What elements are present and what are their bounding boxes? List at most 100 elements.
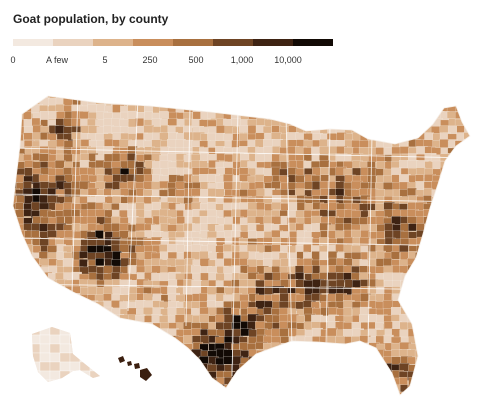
county-cell [183,391,195,395]
county-cell [16,392,29,395]
county-cell [96,336,107,346]
county-cell [87,286,98,296]
county-cell [471,224,481,233]
county-cell [143,124,155,133]
county-cell [87,327,99,337]
county-cell [31,201,41,212]
county-cell [24,167,34,177]
county-cell [335,230,346,239]
county-cell [183,376,195,386]
county-cell [375,371,386,381]
alaska [32,327,100,382]
county-cell [471,384,482,394]
county-cell [473,379,484,388]
county-cell [360,111,371,120]
county-cell [167,98,179,107]
county-cell [447,195,458,206]
county-cell [222,105,234,114]
county-cell [351,119,361,130]
county-cell [80,96,90,100]
county-cell [16,385,28,395]
county-cell [88,315,98,325]
county-cell [456,160,468,170]
county-cell [191,378,203,389]
county-cell [13,231,20,242]
county-cell [358,314,369,323]
alaska-cell [39,352,51,363]
county-cell [407,300,420,309]
county-cell [415,328,427,337]
county-cell [72,335,85,346]
legend-swatch-5 [213,39,253,46]
county-cell [104,392,115,395]
county-cell [455,364,468,373]
county-cell [95,133,105,141]
county-cell [215,96,226,98]
state-border [71,96,79,297]
county-cell [431,329,443,337]
county-cell [472,315,484,325]
county-cell [262,356,274,364]
alaska-cell [79,361,91,372]
county-cell [32,300,44,309]
county-cell [247,230,257,239]
county-cell [439,336,451,344]
county-cell [13,307,18,318]
county-cell [424,392,436,395]
alaska-cell [39,361,51,372]
county-cell [71,181,81,190]
county-cell [431,238,443,246]
county-cell [447,202,458,210]
alaska-cell [69,370,81,381]
county-cell [456,175,466,186]
county-cell [423,112,433,120]
county-cell [79,111,90,120]
county-cell [464,328,470,337]
county-cell [62,313,74,324]
county-cell [336,392,348,395]
county-cell [423,341,433,352]
county-cell [456,147,467,157]
alaska-cell [99,379,100,382]
county-cell [351,349,361,360]
county-cell [328,376,338,386]
county-cell [13,385,18,395]
county-cell [384,392,397,395]
county-cell [400,251,409,261]
county-cell [143,293,153,302]
county-cell [431,273,443,282]
county-cell [94,322,106,332]
county-cell [175,244,185,254]
county-cell [423,377,435,386]
county-cell [407,111,417,122]
county-cell [175,97,187,106]
county-cell [119,119,129,128]
county-cell [335,377,345,387]
county-cell [319,349,331,358]
county-cell [455,238,467,247]
county-cell [440,300,451,311]
county-cell [464,356,470,366]
county-cell [303,392,313,395]
county-cell [127,335,136,344]
county-cell [104,153,113,162]
county-cell [279,356,290,366]
county-cell [175,96,187,101]
county-cell [312,96,322,100]
county-cell [23,294,34,305]
county-cell [408,273,420,283]
county-cell [456,97,469,108]
county-cell [439,363,450,373]
county-cell [31,96,41,101]
county-cell [263,377,274,386]
county-cell [88,383,101,393]
legend-swatch-1 [53,39,93,46]
county-cell [367,96,378,99]
county-cell [448,328,461,337]
county-cell [79,342,88,350]
county-cell [473,301,484,310]
county-cell [72,370,85,379]
county-cell [408,280,418,290]
hawaii-island [118,356,125,363]
county-cell [232,181,242,190]
